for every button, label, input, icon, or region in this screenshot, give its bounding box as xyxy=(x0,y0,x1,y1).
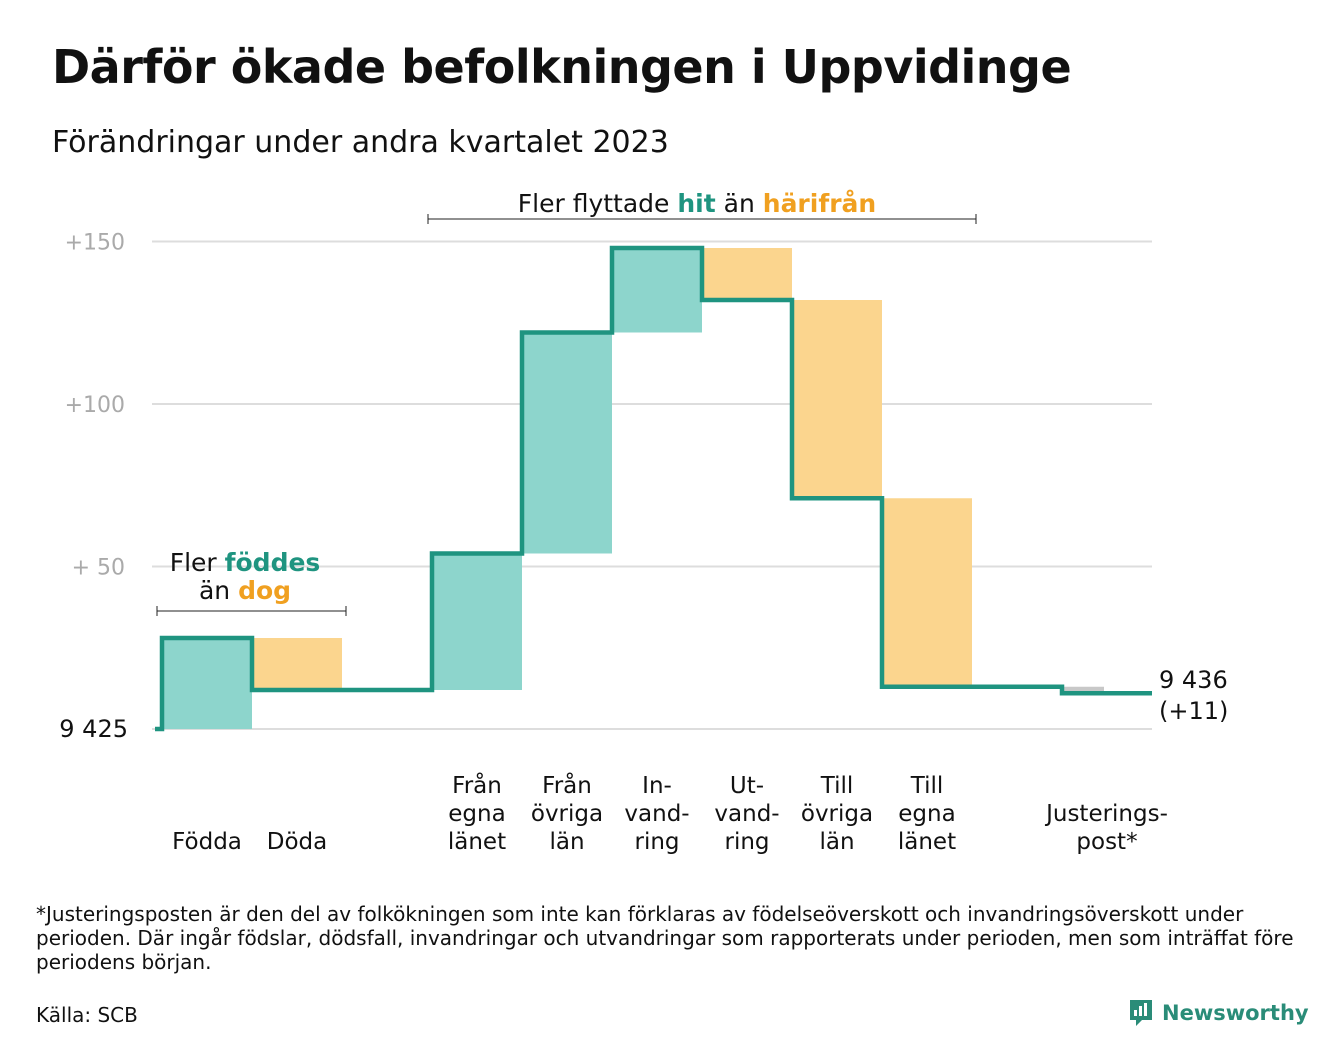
category-label: In- xyxy=(642,773,672,799)
category-label: Från xyxy=(452,771,502,799)
births-annotation-prefix: Fler xyxy=(170,548,225,577)
category-label: egna xyxy=(448,801,505,827)
migration-annotation-middle: än xyxy=(716,189,763,218)
chart-subtitle: Förändringar under andra kvartalet 2023 xyxy=(52,125,669,160)
newsworthy-logo-icon xyxy=(1130,1000,1152,1026)
cumulative-step-line xyxy=(155,245,1152,732)
category-label: övriga xyxy=(801,801,873,827)
category-label: länet xyxy=(448,829,506,855)
migration-annotation-in: hit xyxy=(677,189,715,218)
waterfall-bar xyxy=(1064,686,1104,694)
category-label: Från xyxy=(542,771,592,799)
waterfall-bar xyxy=(792,300,882,499)
deaths-annotation-highlight: dog xyxy=(238,576,291,605)
brand-logo: Newsworthy xyxy=(1128,998,1309,1028)
category-label: vand- xyxy=(714,801,779,827)
brand-name: Newsworthy xyxy=(1162,1001,1309,1025)
category-label: post* xyxy=(1076,829,1137,855)
footnote: *Justeringsposten är den del av folkökni… xyxy=(36,902,1294,974)
category-label: övriga xyxy=(531,801,603,827)
waterfall-bar xyxy=(882,498,972,687)
end-value-label: 9 436 xyxy=(1159,666,1228,694)
category-label: län xyxy=(819,829,854,855)
waterfall-bar xyxy=(612,248,702,333)
waterfall-bar xyxy=(702,248,792,300)
births-annotation-highlight: föddes xyxy=(225,548,321,577)
baseline-label: 9 425 xyxy=(59,715,128,743)
y-tick-label: +100 xyxy=(65,393,125,418)
waterfall-bar xyxy=(522,332,612,554)
waterfall-bar xyxy=(162,638,252,729)
waterfall-bar xyxy=(432,553,522,690)
births-annotation-prefix: än xyxy=(199,576,238,605)
category-label: län xyxy=(549,829,584,855)
category-label: vand- xyxy=(624,801,689,827)
y-tick-label: +150 xyxy=(65,231,125,256)
chart-title: Därför ökade befolkningen i Uppvidinge xyxy=(52,40,1072,94)
category-label: egna xyxy=(898,801,955,827)
y-tick-label: + 50 xyxy=(72,556,125,581)
category-label: Till xyxy=(820,773,854,799)
births-annotation-line1: Fler föddes xyxy=(170,548,321,577)
migration-annotation-out: härifrån xyxy=(763,189,876,218)
category-label: Döda xyxy=(267,829,327,855)
end-change-label: (+11) xyxy=(1159,697,1228,725)
category-label: Födda xyxy=(172,829,242,855)
category-label: Till xyxy=(910,773,944,799)
migration-annotation: Fler flyttade hit än härifrån xyxy=(518,189,876,218)
category-label: Justerings- xyxy=(1044,801,1168,827)
category-label: ring xyxy=(724,829,769,855)
category-label: Ut- xyxy=(730,773,764,799)
waterfall-bar xyxy=(252,638,342,690)
births-annotation-line2: än dog xyxy=(199,576,291,605)
category-label: länet xyxy=(898,829,956,855)
migration-annotation-prefix: Fler flyttade xyxy=(518,189,678,218)
category-label: ring xyxy=(634,829,679,855)
source-label: Källa: SCB xyxy=(36,1003,138,1027)
